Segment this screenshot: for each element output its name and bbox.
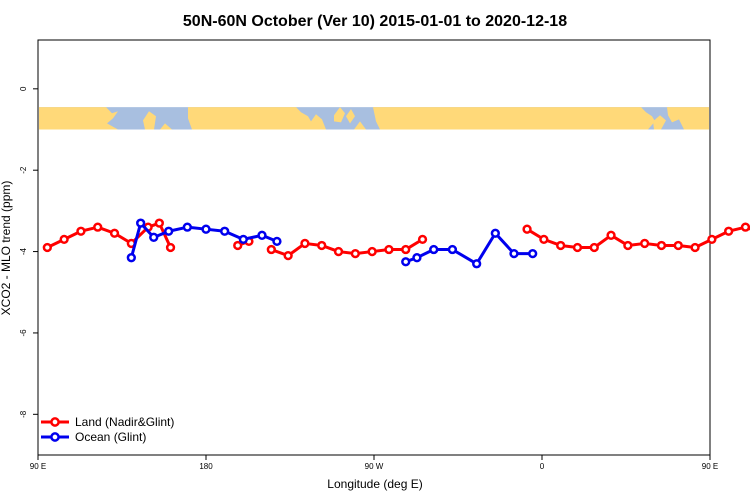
land-series-point: [384, 244, 394, 255]
ocean-series-point: [164, 226, 174, 236]
x-axis: 90 E 180 90 W 0 90 E: [30, 455, 718, 471]
ocean-series-point: [509, 248, 519, 259]
land-series-point: [640, 238, 650, 249]
land-series-point: [724, 226, 734, 236]
legend-land-marker: [50, 417, 60, 427]
land-series-point: [233, 240, 243, 251]
land-series-point: [522, 224, 532, 234]
land-series-point: [707, 234, 717, 245]
ocean-series-point: [201, 224, 211, 234]
y-axis-label: XCO2 - MLO trend (ppm): [0, 181, 13, 316]
land-series-point: [656, 240, 667, 251]
y-tick-label: -8: [19, 410, 28, 418]
ocean-series-point: [149, 232, 159, 242]
land-series-point: [154, 218, 164, 228]
legend: Land (Nadir&Glint)Ocean (Glint): [41, 415, 174, 444]
ocean-series-point: [136, 218, 146, 228]
land-series-point: [673, 240, 683, 251]
land-series-point: [283, 250, 293, 261]
ocean-series-point: [490, 228, 500, 238]
ocean-series: [126, 218, 538, 269]
y-tick-label: -4: [19, 247, 28, 255]
map-land: [354, 121, 366, 130]
land-series-point: [317, 240, 327, 251]
land-series-point: [42, 242, 52, 253]
land-series-point: [266, 244, 276, 255]
ocean-series-point: [401, 257, 411, 267]
legend-ocean-label: Ocean (Glint): [75, 430, 146, 444]
map-land: [653, 115, 666, 130]
ocean-series-point: [257, 230, 267, 240]
ocean-series-point: [528, 248, 538, 259]
land-series: [42, 218, 750, 261]
land-series-point: [606, 230, 616, 240]
land-series-point: [350, 248, 360, 259]
ocean-series-point: [272, 236, 282, 247]
land-series-point: [417, 234, 428, 245]
y-tick-label: -6: [19, 329, 28, 337]
land-series-line: [270, 238, 424, 258]
land-series-point: [165, 242, 176, 253]
map-land: [188, 107, 326, 130]
map-land: [160, 123, 172, 130]
world-map-band: [39, 107, 709, 130]
land-series-point: [623, 240, 633, 251]
ocean-series-line: [129, 221, 278, 259]
land-series-point: [572, 242, 583, 253]
legend-ocean-marker: [50, 432, 60, 442]
x-tick-label: 180: [199, 462, 213, 471]
x-tick-label: 90 E: [702, 462, 718, 471]
land-series-point: [76, 226, 86, 236]
y-axis: 0 -2 -4 -6 -8: [19, 86, 38, 418]
ocean-series-point: [220, 226, 230, 236]
map-land: [39, 107, 118, 130]
land-series-point: [740, 222, 750, 232]
land-series-point: [589, 242, 599, 253]
ocean-series-point: [126, 253, 136, 263]
ocean-series-point: [472, 259, 482, 269]
map-land: [334, 107, 345, 123]
x-tick-label: 90 W: [365, 462, 384, 471]
ocean-series-point: [412, 253, 422, 263]
ocean-series-point: [238, 234, 248, 245]
land-series-point: [333, 246, 344, 257]
x-tick-label: 90 E: [30, 462, 46, 471]
map-land: [667, 107, 709, 130]
chart-title: 50N-60N October (Ver 10) 2015-01-01 to 2…: [183, 13, 567, 30]
land-series-point: [59, 234, 69, 245]
map-land: [373, 107, 655, 130]
x-axis-label: Longitude (deg E): [327, 477, 422, 491]
y-tick-label: 0: [19, 86, 28, 91]
map-land: [346, 109, 355, 124]
y-tick-label: -2: [19, 166, 28, 174]
land-series-point: [556, 240, 566, 251]
land-series-point: [109, 228, 120, 238]
ocean-series-point: [447, 244, 458, 255]
land-series-point: [367, 246, 377, 257]
land-series-point: [690, 242, 700, 253]
x-tick-label: 0: [540, 462, 545, 471]
series-layer: [42, 218, 750, 269]
land-series-point: [93, 222, 103, 232]
ocean-series-point: [429, 244, 439, 255]
map-land: [143, 111, 156, 130]
ocean-series-point: [182, 222, 192, 232]
land-series-point: [539, 234, 549, 245]
land-series-point: [401, 244, 411, 255]
legend-land-label: Land (Nadir&Glint): [75, 415, 174, 429]
land-series-point: [300, 238, 310, 249]
